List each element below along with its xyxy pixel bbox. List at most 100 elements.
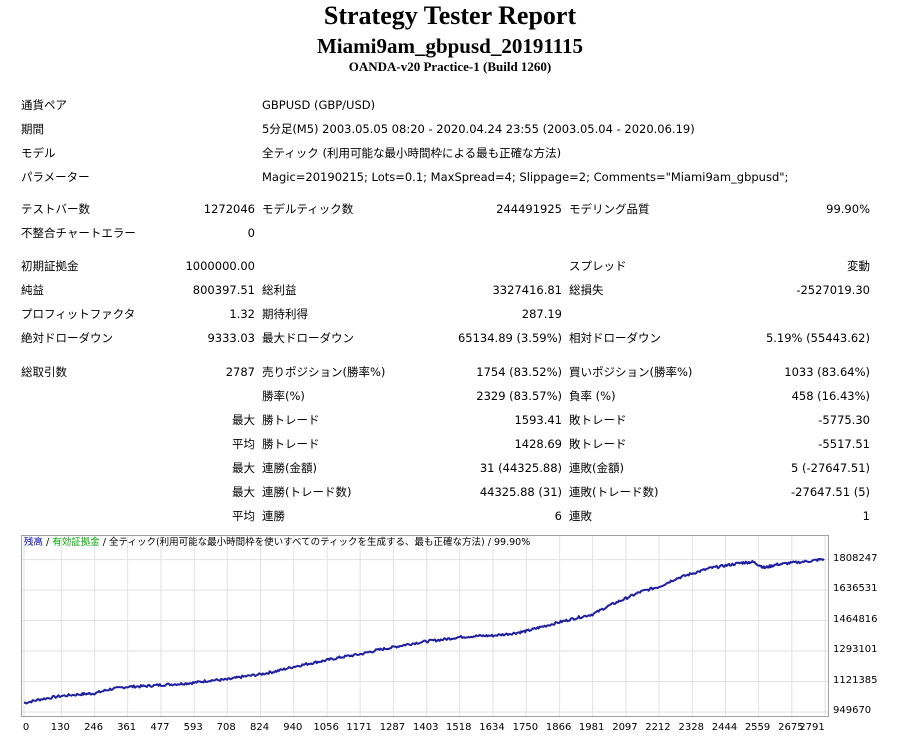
y-tick-label: 949670 — [833, 705, 872, 716]
loss-trades-value: 458 (16.43%) — [791, 389, 870, 403]
average-consecutive-losses-label: 連敗 — [569, 509, 592, 523]
x-tick-label: 130 — [50, 722, 70, 733]
x-tick-label: 1171 — [346, 722, 372, 733]
report-title: Strategy Tester Report — [323, 1, 577, 30]
x-tick-label: 246 — [84, 722, 104, 733]
profit-trades-value: 2329 (83.57%) — [476, 389, 562, 403]
mismatch-value: 0 — [247, 226, 255, 240]
gross-profit-label: 総利益 — [262, 283, 297, 297]
average-loss-label: 敗トレード — [569, 437, 627, 451]
x-tick-label: 1287 — [379, 722, 406, 733]
equity-legend: 有効証拠金 — [52, 537, 100, 548]
average-win-label: 勝トレード — [262, 437, 320, 451]
net-profit-label: 純益 — [21, 283, 44, 297]
x-tick-label: 1403 — [412, 722, 439, 733]
model-label: モデル — [21, 146, 56, 160]
long-positions-value: 1033 (83.64%) — [784, 365, 870, 379]
x-tick-label: 2559 — [744, 722, 771, 733]
x-tick-label: 1866 — [545, 722, 572, 733]
ticks-value: 244491925 — [496, 202, 562, 216]
y-tick-label: 1636531 — [833, 583, 878, 595]
max-consecutive-losses-value: 5 (-27647.51) — [791, 461, 870, 475]
absolute-drawdown-value: 9333.03 — [207, 331, 255, 345]
symbol-label: 通貨ペア — [21, 98, 67, 112]
average-label: 平均 — [232, 437, 255, 451]
y-tick-label: 1464816 — [833, 613, 878, 625]
caption-model-info: 全ティック(利用可能な最小時間枠を使いすべてのティックを生成する、最も正確な方法… — [109, 537, 531, 548]
ea-name: Miami9am_gbpusd_20191115 — [316, 34, 584, 58]
caption-separator: / — [99, 537, 110, 548]
largest-loss-value: -5775.30 — [818, 413, 870, 427]
total-trades-label: 総取引数 — [21, 365, 67, 379]
x-tick-label: 1056 — [313, 722, 339, 733]
max-consecutive-wins-value: 31 (44325.88) — [479, 461, 562, 475]
gross-profit-value: 3327416.81 — [492, 283, 562, 297]
average-win-value: 1428.69 — [514, 437, 562, 451]
y-tick-label: 1293101 — [833, 644, 878, 656]
average-consecutive-wins-value: 6 — [554, 509, 562, 523]
balance-legend: 残高 — [24, 537, 44, 548]
mismatch-label: 不整合チャートエラー — [21, 226, 136, 240]
relative-drawdown-label: 相対ドローダウン — [569, 331, 661, 345]
x-tick-label: 2212 — [645, 722, 671, 733]
balance-chart — [21, 535, 829, 717]
ticks-label: モデルティック数 — [262, 202, 354, 216]
quality-value: 99.90% — [826, 202, 870, 216]
average-loss-value: -5517.51 — [818, 437, 870, 451]
average-consecutive-label: 平均 — [232, 509, 255, 523]
profit-trades-label: 勝率(%) — [262, 389, 305, 403]
expected-payoff-label: 期待利得 — [262, 307, 308, 321]
gross-loss-label: 総損失 — [569, 283, 604, 297]
absolute-drawdown-label: 絶対ドローダウン — [21, 331, 113, 345]
short-positions-value: 1754 (83.52%) — [476, 365, 562, 379]
largest-label: 最大 — [232, 413, 255, 427]
max-consecutive-loss-value: -27647.51 (5) — [791, 485, 870, 499]
y-tick-label: 1121385 — [833, 674, 878, 686]
max-consecutive-profit-label: 連勝(トレード数) — [262, 485, 352, 499]
long-positions-label: 買いポジション(勝率%) — [569, 365, 693, 379]
spread-value: 変動 — [847, 259, 870, 273]
x-tick-label: 940 — [283, 722, 303, 733]
balance-chart-svg — [22, 536, 828, 716]
x-tick-label: 2097 — [612, 722, 638, 733]
model-value: 全ティック (利用可能な最小時間枠による最も正確な方法) — [262, 146, 562, 160]
average-consecutive-losses-value: 1 — [862, 509, 870, 523]
max-consecutive-profit-value: 44325.88 (31) — [479, 485, 562, 499]
x-tick-label: 2791 — [799, 722, 825, 733]
x-tick-label: 2328 — [678, 722, 704, 733]
deposit-value: 1000000.00 — [185, 259, 255, 273]
parameters-value: Magic=20190215; Lots=0.1; MaxSpread=4; S… — [262, 170, 789, 184]
max-consecutive-wins-label: 連勝(金額) — [262, 461, 317, 475]
bars-value: 1272046 — [203, 202, 255, 216]
caption-separator: / — [43, 537, 53, 548]
balance-series-line — [23, 557, 825, 705]
largest-loss-label: 敗トレード — [569, 413, 627, 427]
largest-win-label: 勝トレード — [262, 413, 320, 427]
profit-factor-value: 1.32 — [229, 307, 255, 321]
x-tick-label: 361 — [117, 722, 137, 733]
x-tick-label: 0 — [22, 722, 30, 733]
chart-caption: 残高 / 有効証拠金 / 全ティック(利用可能な最小時間枠を使いすべてのティック… — [24, 537, 530, 549]
net-profit-value: 800397.51 — [192, 283, 255, 297]
x-tick-label: 1518 — [446, 722, 472, 733]
maximal-drawdown-label: 最大ドローダウン — [262, 331, 354, 345]
total-trades-value: 2787 — [225, 365, 255, 379]
period-value: 5分足(M5) 2003.05.05 08:20 - 2020.04.24 23… — [262, 122, 695, 136]
symbol-value: GBPUSD (GBP/USD) — [262, 98, 376, 112]
period-label: 期間 — [21, 122, 44, 136]
spread-label: スプレッド — [569, 259, 627, 273]
max-consecutive-loss-label: 連敗(トレード数) — [569, 485, 659, 499]
expected-payoff-value: 287.19 — [521, 307, 562, 321]
gross-loss-value: -2527019.30 — [796, 283, 870, 297]
x-tick-label: 1634 — [479, 722, 505, 733]
x-tick-label: 2444 — [711, 722, 738, 733]
quality-label: モデリング品質 — [569, 202, 650, 216]
maximal-drawdown-value: 65134.89 (3.59%) — [457, 331, 562, 345]
server-info: OANDA-v20 Practice-1 (Build 1260) — [348, 59, 552, 74]
profit-factor-label: プロフィットファクタ — [21, 307, 136, 321]
x-tick-label: 593 — [183, 722, 203, 733]
max-consecutive-losses-label: 連敗(金額) — [569, 461, 624, 475]
average-consecutive-wins-label: 連勝 — [262, 509, 285, 523]
x-tick-label: 477 — [150, 722, 170, 733]
x-tick-label: 1750 — [512, 722, 539, 733]
